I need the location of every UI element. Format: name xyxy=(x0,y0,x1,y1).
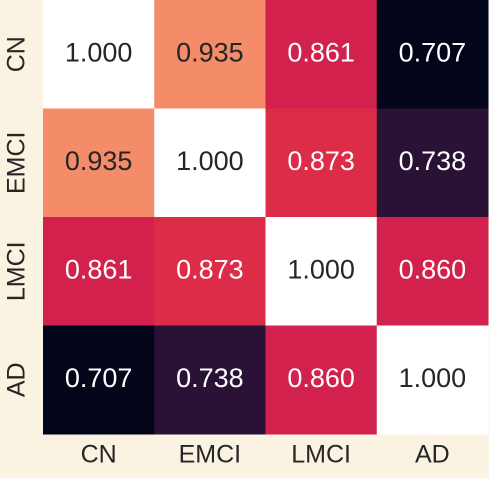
cell-label: 0.873 xyxy=(176,254,244,284)
heatmap-cell xyxy=(265,325,378,435)
x-tick-label: LMCI xyxy=(291,441,351,469)
heatmap-cell xyxy=(43,217,155,326)
cell-label: 1.000 xyxy=(287,254,355,284)
heatmap-cell xyxy=(265,0,378,109)
cell-label: 0.861 xyxy=(287,37,355,67)
y-tick-label: EMCI xyxy=(3,132,31,195)
heatmap-cell xyxy=(376,108,489,218)
cell-label: 0.860 xyxy=(399,254,467,284)
heatmap-cell xyxy=(154,217,266,326)
cell-label: 0.738 xyxy=(399,146,467,176)
heatmap-cell xyxy=(43,0,155,109)
cell-label: 1.000 xyxy=(176,146,244,176)
heatmap-cell xyxy=(154,0,266,109)
heatmap-cell xyxy=(265,217,378,326)
x-tick-label: CN xyxy=(81,441,117,469)
heatmap-cell xyxy=(376,325,489,435)
heatmap-cell xyxy=(43,325,155,435)
x-tick-label: AD xyxy=(415,441,450,469)
cell-label: 1.000 xyxy=(65,37,133,67)
heatmap-cell xyxy=(154,325,266,435)
cell-label: 0.707 xyxy=(65,363,133,393)
cell-label: 0.707 xyxy=(399,37,467,67)
cell-label: 0.738 xyxy=(176,363,244,393)
y-tick-label: LMCI xyxy=(3,241,31,301)
heatmap-cell xyxy=(265,108,378,218)
heatmap-cell xyxy=(376,0,489,109)
cell-label: 0.935 xyxy=(176,37,244,67)
heatmap-cell xyxy=(43,108,155,218)
y-tick-label: CN xyxy=(3,36,31,72)
heatmap-cell xyxy=(376,217,489,326)
cell-label: 0.860 xyxy=(287,363,355,393)
heatmap-cell xyxy=(154,108,266,218)
cell-label: 0.873 xyxy=(287,146,355,176)
cell-label: 1.000 xyxy=(399,363,467,393)
y-tick-label: AD xyxy=(3,362,31,397)
cell-label: 0.935 xyxy=(65,146,133,176)
cell-label: 0.861 xyxy=(65,254,133,284)
x-tick-label: EMCI xyxy=(179,441,242,469)
